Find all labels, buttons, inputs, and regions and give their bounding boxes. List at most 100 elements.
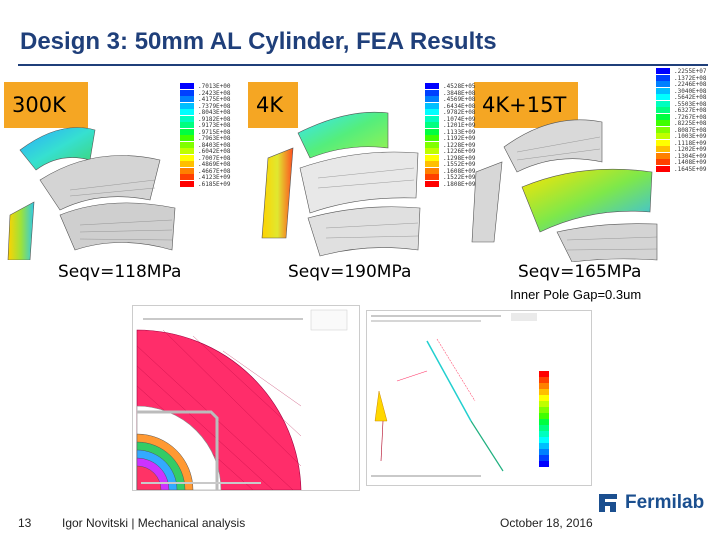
legend-swatch: [425, 122, 439, 128]
legend-value: .9182E+08: [198, 115, 231, 123]
legend-swatch: [180, 83, 194, 89]
contour-legend-300k: .7013E+00.2423E+08.4175E+08.7379E+08.804…: [180, 83, 260, 193]
legend-swatch: [425, 161, 439, 167]
legend-value: .1608E+09: [443, 167, 476, 175]
ansys-gap-contact-view: [366, 310, 592, 486]
legend-swatch: [180, 128, 194, 135]
legend-swatch: [656, 159, 670, 165]
legend-swatch: [656, 133, 670, 139]
inner-pole-gap-note: Inner Pole Gap=0.3um: [510, 287, 642, 302]
legend-swatch: [425, 141, 439, 148]
legend-value: .6327E+08: [674, 107, 707, 114]
legend-swatch: [656, 74, 670, 81]
legend-value: .6185E+09: [198, 180, 231, 188]
contour-legend-4k: .4528E+05.3848E+08.4569E+08.6434E+08.978…: [425, 83, 505, 193]
legend-swatch: [180, 102, 194, 109]
fea-plot-4k: [261, 111, 421, 257]
legend-swatch: [425, 102, 439, 109]
legend-value: .7379E+08: [198, 102, 231, 110]
legend-swatch: [425, 135, 439, 141]
legend-value: .1074E+09: [443, 115, 476, 123]
legend-value: .4175E+08: [198, 96, 231, 103]
legend-swatch: [425, 96, 439, 102]
legend-value: .8087E+08: [674, 126, 707, 134]
legend-value: .4667E+08: [198, 167, 231, 175]
legend-value: .8403E+08: [198, 141, 231, 149]
legend-value: .7007E+08: [198, 154, 231, 162]
legend-value: .1133E+09: [443, 128, 476, 136]
fermilab-logo-icon: [599, 494, 617, 512]
page-number: 13: [18, 516, 32, 530]
legend-swatch: [180, 135, 194, 141]
seqv-4k: Seqv=190MPa: [288, 262, 412, 282]
seqv-300k: Seqv=118MPa: [58, 262, 182, 282]
legend-swatch: [180, 148, 194, 154]
legend-swatch: [425, 83, 439, 89]
gap-scale-swatch: [539, 389, 549, 395]
gap-scale-swatch: [539, 443, 549, 449]
legend-value: .1298E+09: [443, 154, 476, 162]
legend-value: .9715E+08: [198, 128, 231, 136]
legend-value: .5642E+08: [674, 94, 707, 101]
legend-value: .3848E+08: [443, 89, 476, 97]
legend-value: .7013E+00: [198, 83, 231, 90]
case-label-300k: 300K: [4, 82, 88, 128]
legend-swatch: [656, 165, 670, 172]
title-underline: [18, 64, 708, 66]
legend-value: .1552E+09: [443, 161, 476, 168]
legend-value: .4869E+08: [198, 161, 231, 168]
legend-swatch: [656, 139, 670, 146]
gap-scale-swatch: [539, 407, 549, 413]
contour-legend-4k-15t: .2255E+07.1372E+08.2246E+08.3040E+08.564…: [656, 68, 720, 178]
gap-scale-swatch: [539, 401, 549, 407]
gap-scale-swatch: [539, 437, 549, 443]
ansys-full-model-graphic: [133, 306, 359, 491]
fermilab-logo-text: Fermilab: [625, 492, 705, 513]
ansys-gap-contact-graphic: [367, 311, 591, 485]
legend-swatch: [180, 122, 194, 128]
legend-value: .9173E+08: [198, 122, 231, 129]
legend-value: .1201E+09: [443, 122, 476, 129]
ansys-full-model-view: [132, 305, 360, 491]
legend-value: .2423E+08: [198, 89, 231, 97]
legend-value: .6042E+08: [198, 148, 231, 155]
legend-swatch: [180, 109, 194, 115]
gap-scale-swatch: [539, 455, 549, 461]
legend-value: .6434E+08: [443, 102, 476, 110]
legend-swatch: [180, 115, 194, 122]
legend-value: .7267E+08: [674, 113, 707, 121]
legend-swatch: [180, 180, 194, 187]
legend-swatch: [425, 89, 439, 96]
legend-swatch: [425, 180, 439, 187]
legend-value: .9782E+08: [443, 109, 476, 116]
legend-value: .5503E+08: [674, 100, 707, 108]
slide-title: Design 3: 50mm AL Cylinder, FEA Results: [20, 28, 497, 55]
legend-value: .1202E+09: [674, 146, 707, 153]
legend-swatch: [656, 94, 670, 100]
legend-swatch: [656, 100, 670, 107]
legend-swatch: [180, 141, 194, 148]
legend-value: .1304E+09: [674, 152, 707, 160]
legend-value: .1192E+09: [443, 135, 476, 142]
gap-scale-swatch: [539, 419, 549, 425]
gap-scale-swatch: [539, 377, 549, 383]
legend-swatch: [656, 68, 670, 74]
legend-value: .1003E+09: [674, 133, 707, 140]
legend-swatch: [656, 120, 670, 126]
legend-value: .7963E+08: [198, 135, 231, 142]
legend-value: .1408E+09: [674, 159, 707, 166]
legend-value: .1372E+08: [674, 74, 707, 82]
legend-value: .8043E+08: [198, 109, 231, 116]
gap-scale-swatch: [539, 383, 549, 389]
legend-swatch: [425, 115, 439, 122]
footer-author: Igor Novitski | Mechanical analysis: [62, 516, 246, 530]
legend-swatch: [425, 167, 439, 174]
legend-value: .4569E+08: [443, 96, 476, 103]
legend-value: .4123E+09: [198, 174, 231, 181]
legend-swatch: [425, 128, 439, 135]
gap-scale-swatch: [539, 461, 549, 467]
legend-value: .1118E+09: [674, 139, 707, 147]
legend-swatch: [425, 174, 439, 180]
gap-scale-swatch: [539, 431, 549, 437]
legend-swatch: [425, 148, 439, 154]
